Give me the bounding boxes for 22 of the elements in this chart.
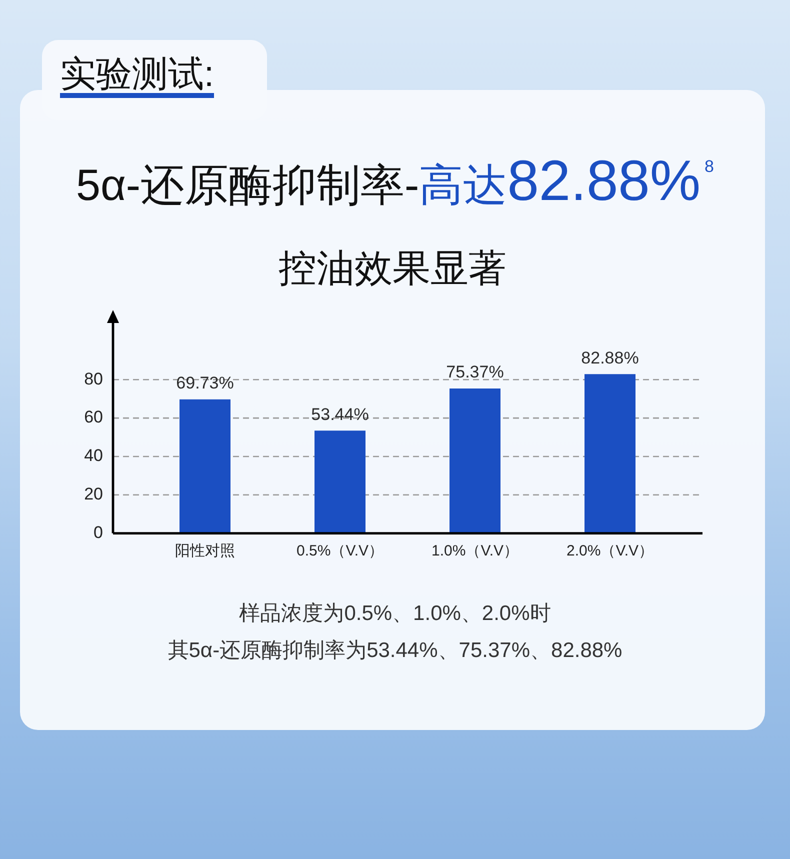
data-label: 82.88%	[581, 348, 639, 368]
chart-title: 5α-还原酶抑制率-高达82.88%$^{8}$	[76, 149, 714, 213]
x-tick-label: 0.5%（V.V）	[296, 542, 384, 560]
y-tick-label: 20	[84, 484, 103, 504]
y-tick-label: 60	[84, 408, 103, 427]
y-tick-label: 40	[84, 446, 103, 466]
bar	[180, 399, 230, 534]
bar	[584, 374, 636, 534]
chart-subtitle: 控油效果显著	[278, 247, 508, 291]
text: 其5α-还原酶抑制率为53.44%、75.37%、82.88%	[166, 638, 624, 664]
bar	[450, 388, 500, 534]
data-label: 75.37%	[446, 362, 504, 382]
text: 实验测试:	[60, 53, 214, 98]
bar	[314, 430, 366, 534]
x-tick-label: 2.0%（V.V）	[566, 542, 654, 560]
data-label: 53.44%	[311, 404, 369, 424]
y-tick-label: 80	[84, 369, 103, 388]
x-tick-label: 1.0%（V.V）	[432, 542, 518, 560]
text: 样品浓度为0.5%、1.0%、2.0%时	[238, 601, 552, 627]
data-label: 69.73%	[176, 374, 234, 393]
x-tick-label: 阳性对照	[175, 542, 235, 560]
y-tick-label: 0	[94, 522, 103, 542]
